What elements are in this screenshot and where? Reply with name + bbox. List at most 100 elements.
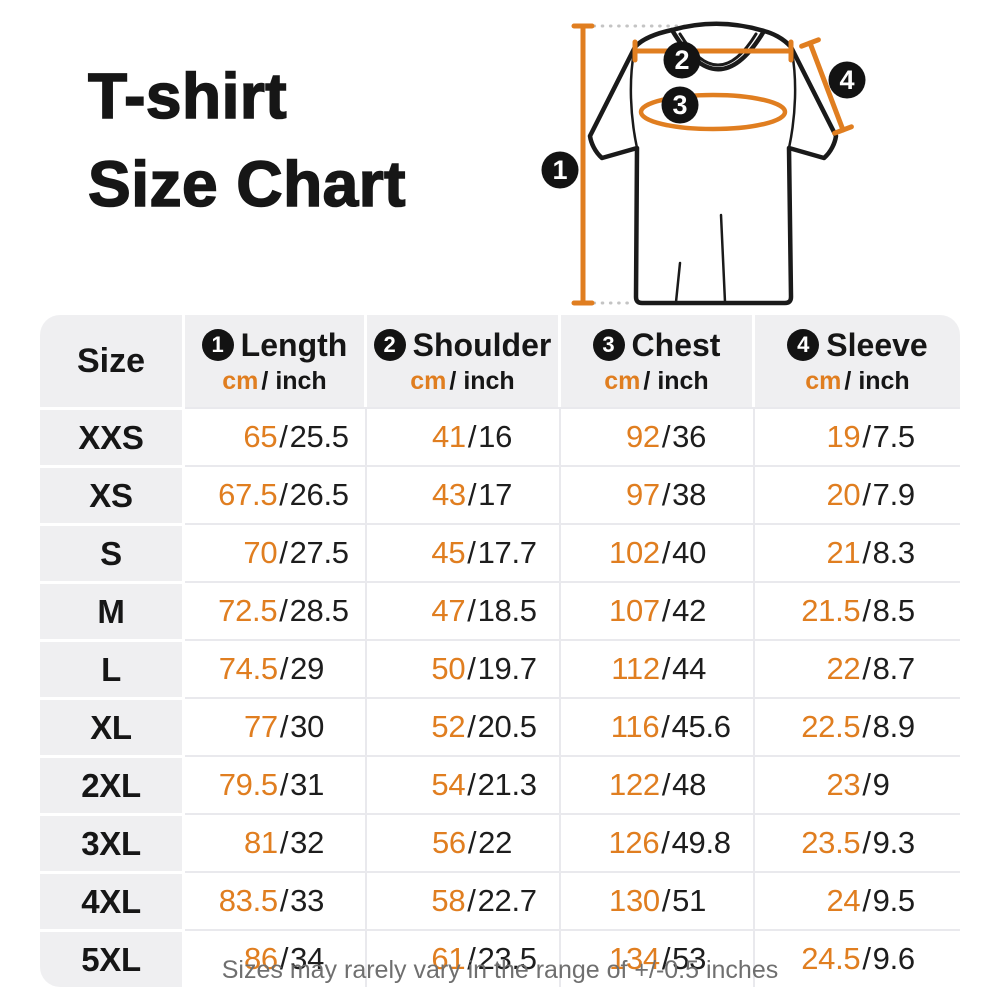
slash: / — [279, 593, 288, 628]
svg-text:1: 1 — [552, 155, 567, 185]
inch-value: 7.9 — [872, 477, 916, 512]
cm-value: 22 — [826, 651, 861, 686]
slash: / — [279, 709, 289, 744]
circled-4-icon: 4 — [787, 329, 820, 361]
slash: / — [279, 825, 289, 860]
inch-value: 28.5 — [289, 593, 349, 628]
cm-value: 83.5 — [218, 883, 278, 918]
table-row: L 74.5/29 50/19.7 112/44 22/8.7 — [40, 639, 960, 697]
svg-text:2: 2 — [674, 45, 689, 75]
slash: / — [279, 883, 289, 918]
slash: / — [862, 535, 871, 570]
cm-value: 86 — [243, 941, 278, 976]
length-measure-line — [571, 23, 595, 306]
size-label: 4XL — [40, 871, 185, 929]
length-cell: 65/25.5 — [185, 407, 367, 465]
slash: / — [661, 419, 671, 454]
inch-value: 8.3 — [872, 535, 916, 570]
slash: / — [661, 883, 671, 918]
cm-value: 70 — [243, 535, 278, 570]
cm-value: 77 — [243, 709, 278, 744]
length-cell: 81/32 — [185, 813, 367, 871]
size-label: S — [40, 523, 185, 581]
shoulder-measure-line — [632, 39, 794, 63]
slash: / — [862, 477, 871, 512]
chest-cell: 112/44 — [561, 639, 755, 697]
shoulder-cell: 56/22 — [367, 813, 561, 871]
table-row: S 70/27.5 45/17.7 102/40 21/8.3 — [40, 523, 960, 581]
inch-value: 27.5 — [289, 535, 349, 570]
chest-measure-ellipse — [638, 92, 788, 132]
cm-value: 81 — [243, 825, 278, 860]
slash: / — [279, 419, 288, 454]
header-chest: 3 Chest cm / inch — [561, 315, 755, 407]
chest-cell: 116/45.6 — [561, 697, 755, 755]
cm-value: 67.5 — [218, 477, 278, 512]
shoulder-cell: 52/20.5 — [367, 697, 561, 755]
slash: / — [467, 825, 477, 860]
inch-value: 53 — [672, 941, 707, 976]
inch-value: 9.5 — [872, 883, 916, 918]
slash: / — [661, 825, 670, 860]
marker-1-length: 1 — [541, 151, 579, 189]
inch-value: 7.5 — [872, 419, 916, 454]
slash: / — [862, 651, 871, 686]
slash: / — [661, 535, 671, 570]
cm-value: 45 — [431, 535, 466, 570]
chest-cell: 134/53 — [561, 929, 755, 987]
inch-value: 42 — [672, 593, 707, 628]
cm-value: 107 — [609, 593, 660, 628]
cm-value: 22.5 — [801, 709, 861, 744]
slash: / — [467, 419, 477, 454]
shoulder-cell: 47/18.5 — [367, 581, 561, 639]
inch-value: 8.9 — [872, 709, 916, 744]
table-row: 4XL 83.5/33 58/22.7 130/51 24/9.5 — [40, 871, 960, 929]
cm-value: 19 — [826, 419, 861, 454]
inch-value: 8.7 — [872, 651, 916, 686]
size-label: M — [40, 581, 185, 639]
inch-value: 20.5 — [477, 709, 537, 744]
sleeve-cell: 21.5/8.5 — [755, 581, 960, 639]
inch-value: 21.3 — [477, 767, 537, 802]
slash: / — [279, 767, 289, 802]
slash: / — [467, 651, 476, 686]
size-label: 2XL — [40, 755, 185, 813]
table-row: 2XL 79.5/31 54/21.3 122/48 23/9 — [40, 755, 960, 813]
cm-value: 41 — [431, 419, 466, 454]
table-row: XL 77/30 52/20.5 116/45.6 22.5/8.9 — [40, 697, 960, 755]
cm-value: 134 — [609, 941, 660, 976]
length-cell: 83.5/33 — [185, 871, 367, 929]
slash: / — [279, 535, 288, 570]
cm-value: 50 — [431, 651, 466, 686]
sleeve-measure-line — [799, 37, 854, 136]
sleeve-cell: 19/7.5 — [755, 407, 960, 465]
chest-cell: 97/38 — [561, 465, 755, 523]
slash: / — [467, 535, 476, 570]
cm-value: 58 — [431, 883, 466, 918]
slash: / — [467, 767, 476, 802]
slash: / — [467, 477, 477, 512]
header-length: 1 Length cm / inch — [185, 315, 367, 407]
inch-value: 26.5 — [289, 477, 349, 512]
cm-value: 102 — [609, 535, 660, 570]
shoulder-cell: 43/17 — [367, 465, 561, 523]
circled-2-icon: 2 — [373, 329, 406, 361]
slash: / — [661, 477, 671, 512]
cm-value: 116 — [610, 709, 660, 744]
cm-value: 79.5 — [218, 767, 278, 802]
length-cell: 67.5/26.5 — [185, 465, 367, 523]
slash: / — [862, 767, 871, 802]
inch-value: 34 — [290, 941, 325, 976]
length-cell: 79.5/31 — [185, 755, 367, 813]
inch-value: 9.6 — [872, 941, 916, 976]
cm-value: 52 — [431, 709, 466, 744]
chest-cell: 107/42 — [561, 581, 755, 639]
cm-value: 61 — [431, 941, 466, 976]
sleeve-cell: 20/7.9 — [755, 465, 960, 523]
cm-value: 23 — [826, 767, 861, 802]
shoulder-cell: 54/21.3 — [367, 755, 561, 813]
cm-value: 130 — [609, 883, 660, 918]
inch-value: 45.6 — [671, 709, 731, 744]
inch-value: 29 — [290, 651, 325, 686]
slash: / — [862, 593, 871, 628]
